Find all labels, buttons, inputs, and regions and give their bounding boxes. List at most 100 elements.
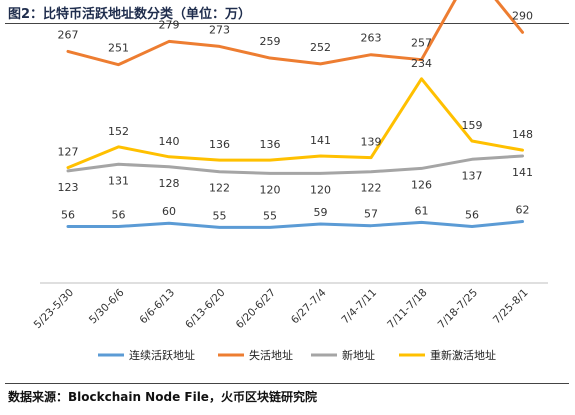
data-label: 120 xyxy=(260,183,281,196)
data-label: 136 xyxy=(260,138,281,151)
data-point xyxy=(522,155,523,157)
data-point xyxy=(168,40,170,42)
data-label: 55 xyxy=(263,209,277,222)
data-label: 56 xyxy=(61,209,75,222)
data-point xyxy=(370,171,372,173)
data-point xyxy=(522,31,523,33)
data-label: 131 xyxy=(108,174,129,187)
data-label: 140 xyxy=(159,135,180,148)
data-label: 55 xyxy=(213,209,227,222)
data-label: 128 xyxy=(159,177,180,190)
data-label: 127 xyxy=(58,146,79,159)
legend-label: 新地址 xyxy=(342,348,375,362)
data-point xyxy=(320,63,321,65)
data-point xyxy=(269,172,271,174)
data-label: 257 xyxy=(411,37,432,50)
data-label: 252 xyxy=(310,41,331,54)
data-point xyxy=(421,221,422,223)
data-point xyxy=(370,54,372,56)
x-tick-label: 6/20-6/27 xyxy=(234,287,279,332)
data-label: 126 xyxy=(411,178,432,191)
data-point xyxy=(118,146,119,148)
data-point xyxy=(421,59,422,61)
data-label: 122 xyxy=(361,182,382,195)
series-line xyxy=(66,0,524,67)
data-point xyxy=(269,159,271,161)
data-point xyxy=(219,159,220,161)
data-label: 259 xyxy=(260,35,281,48)
data-label: 123 xyxy=(58,181,79,194)
data-point xyxy=(219,226,220,228)
data-point xyxy=(269,57,271,59)
data-point xyxy=(118,64,119,66)
data-point xyxy=(67,170,69,172)
data-label: 251 xyxy=(108,42,129,55)
data-label: 267 xyxy=(58,28,79,41)
data-label: 139 xyxy=(361,136,382,149)
top-rule xyxy=(5,23,569,24)
data-point xyxy=(522,149,523,151)
data-point xyxy=(118,226,119,228)
data-point xyxy=(471,158,473,160)
data-label: 159 xyxy=(462,119,483,132)
data-label: 273 xyxy=(209,23,230,36)
data-point xyxy=(320,223,321,225)
x-tick-label: 6/6-6/13 xyxy=(137,287,177,327)
data-point xyxy=(269,226,271,228)
legend-label: 失活地址 xyxy=(249,348,293,362)
data-label: 263 xyxy=(361,32,382,45)
legend-label: 连续活跃地址 xyxy=(129,348,195,362)
data-label: 59 xyxy=(314,206,328,219)
data-label: 122 xyxy=(209,182,230,195)
data-label: 137 xyxy=(462,169,483,182)
x-tick-label: 6/27-7/4 xyxy=(289,286,329,326)
data-label: 120 xyxy=(310,183,331,196)
source-note: 数据来源：Blockchain Node File，火币区块链研究院 xyxy=(8,390,317,404)
data-point xyxy=(320,155,321,157)
data-label: 56 xyxy=(465,209,479,222)
data-label: 290 xyxy=(512,9,533,22)
data-label: 141 xyxy=(310,134,331,147)
data-label: 136 xyxy=(209,138,230,151)
data-point xyxy=(522,221,523,223)
series-line xyxy=(66,77,524,170)
data-label: 148 xyxy=(512,128,533,141)
series-line xyxy=(66,154,524,175)
x-tick-label: 6/13-6/20 xyxy=(183,287,228,332)
data-label: 152 xyxy=(108,125,129,138)
data-point xyxy=(168,222,170,224)
data-point xyxy=(67,167,69,169)
data-point xyxy=(471,226,473,228)
x-tick-label: 7/25-8/1 xyxy=(491,287,531,327)
data-point xyxy=(471,140,473,142)
data-label: 234 xyxy=(411,57,432,70)
x-tick-label: 7/18-7/25 xyxy=(436,287,481,332)
data-point xyxy=(370,157,372,159)
data-point xyxy=(320,172,321,174)
x-tick-label: 7/11-7/18 xyxy=(385,287,430,332)
x-tick-label: 7/4-7/11 xyxy=(339,287,379,327)
data-point xyxy=(168,156,170,158)
data-label: 141 xyxy=(512,166,533,179)
data-point xyxy=(421,167,422,169)
data-label: 60 xyxy=(162,205,176,218)
x-tick-label: 5/30-6/6 xyxy=(87,286,127,326)
bottom-rule xyxy=(5,383,569,384)
data-label: 62 xyxy=(516,204,530,217)
legend-label: 重新激活地址 xyxy=(430,348,496,362)
series-line xyxy=(66,220,524,229)
x-tick-label: 5/23-5/30 xyxy=(32,287,77,332)
data-label: 279 xyxy=(159,18,180,31)
data-label: 61 xyxy=(415,204,429,217)
data-point xyxy=(67,226,69,228)
data-point xyxy=(370,225,372,227)
data-point xyxy=(421,78,422,80)
data-point xyxy=(219,45,220,47)
data-point xyxy=(118,163,119,165)
data-label: 56 xyxy=(112,209,126,222)
data-point xyxy=(219,171,220,173)
data-point xyxy=(168,166,170,168)
data-label: 57 xyxy=(364,208,378,221)
data-point xyxy=(67,50,69,52)
